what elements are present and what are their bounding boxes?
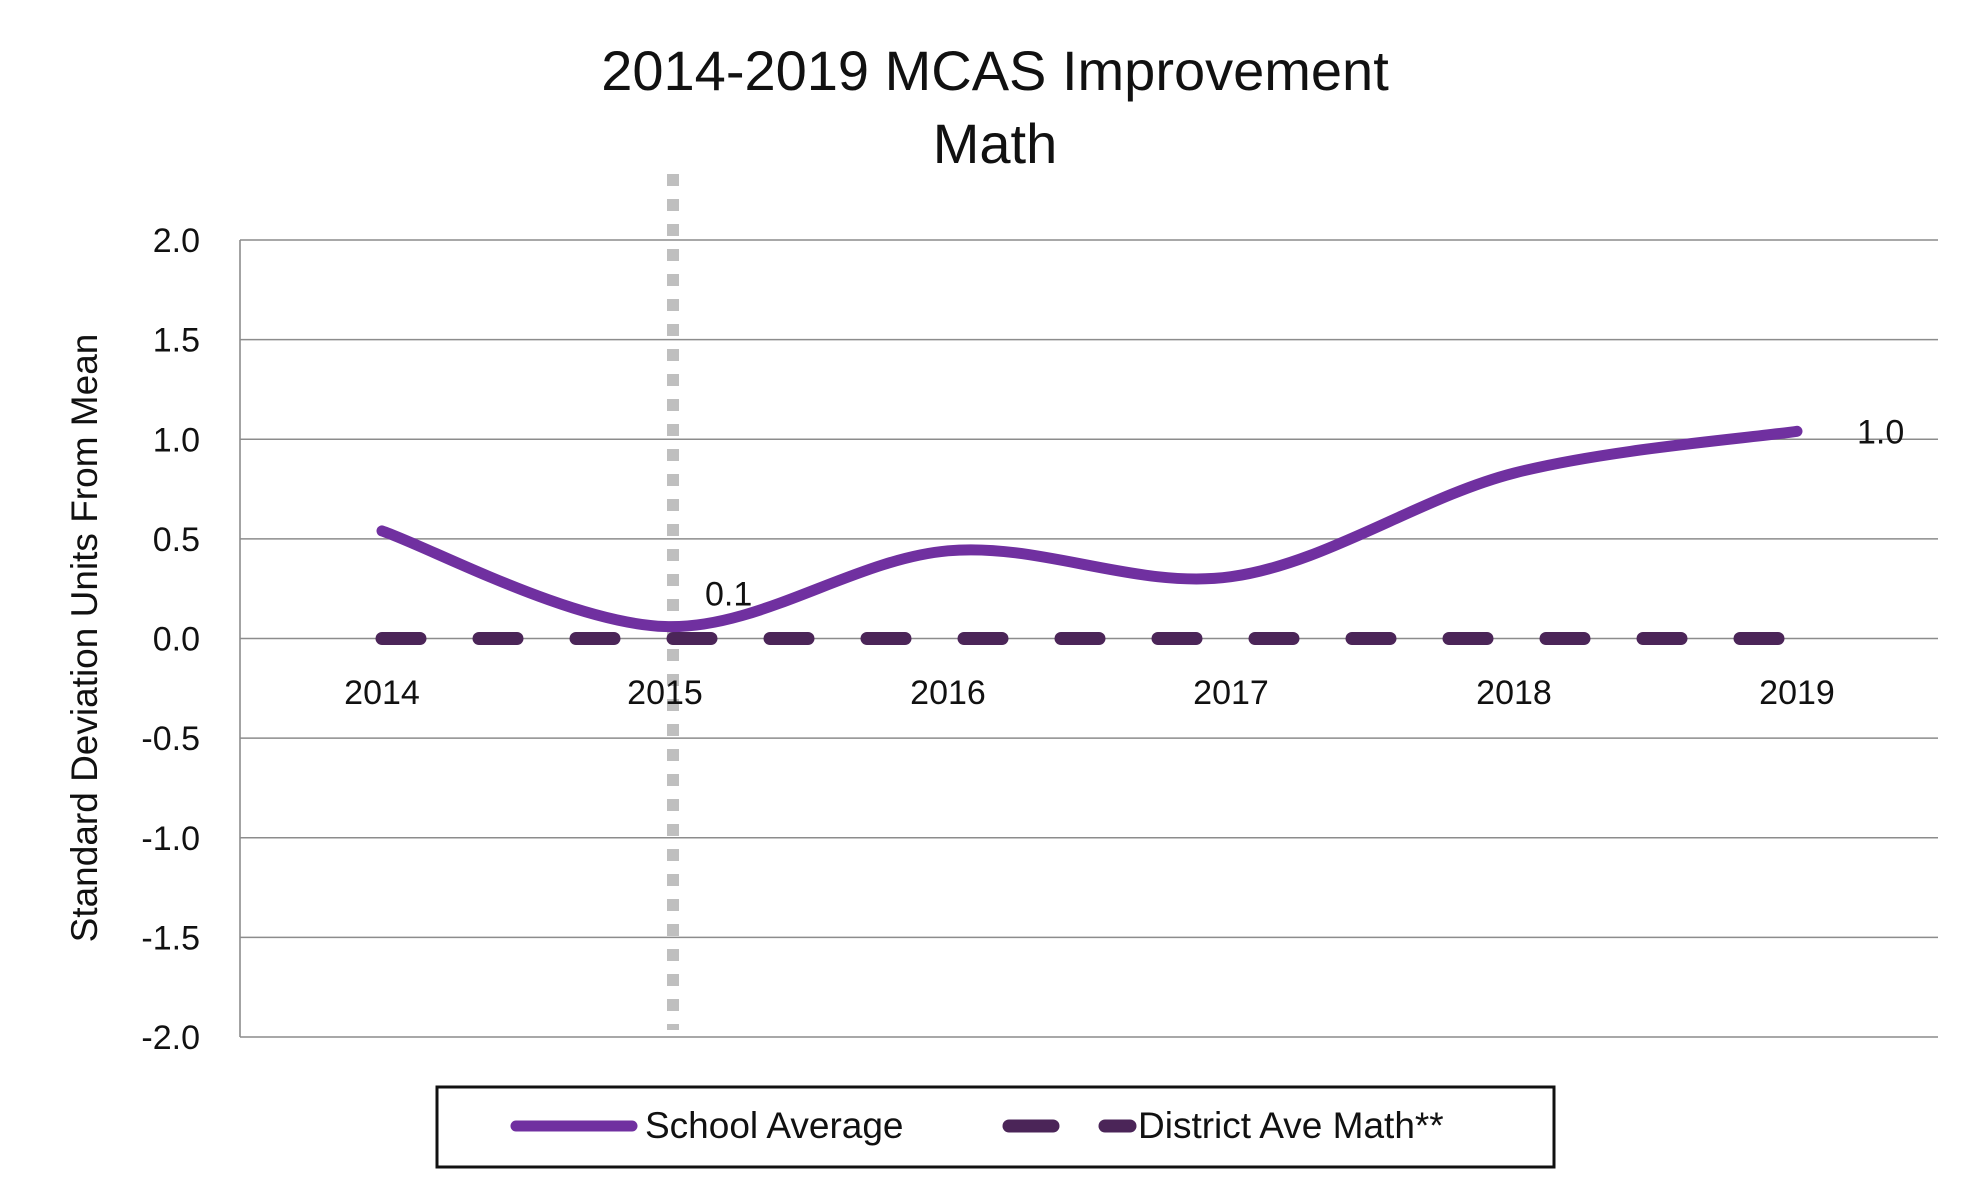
- chart-title-line: Math: [933, 112, 1058, 175]
- x-tick-label: 2017: [1193, 674, 1269, 712]
- chart-title: 2014-2019 MCAS Improvement Math: [601, 39, 1389, 175]
- chart-title-line: 2014-2019 MCAS Improvement: [601, 39, 1389, 102]
- data-label: 0.1: [705, 576, 752, 614]
- x-axis-ticks: 2014 2015 2016 2017 2018 2019: [344, 674, 1835, 712]
- x-tick-label: 2015: [627, 674, 703, 712]
- x-tick-label: 2014: [344, 674, 420, 712]
- legend-label-district-ave-math: District Ave Math**: [1138, 1105, 1444, 1146]
- series-layer: [375, 425, 1804, 645]
- y-axis-title: Standard Deviation Units From Mean: [64, 334, 105, 943]
- y-tick-label: -1.0: [141, 820, 200, 858]
- y-tick-label: 1.0: [153, 421, 200, 459]
- legend: School Average District Ave Math**: [435, 1085, 1556, 1169]
- data-labels: 0.1 1.0: [705, 413, 1904, 613]
- x-tick-label: 2016: [910, 674, 986, 712]
- y-tick-label: 1.5: [153, 322, 200, 360]
- y-tick-label: 0.0: [153, 621, 200, 659]
- x-tick-label: 2018: [1476, 674, 1552, 712]
- y-tick-label: 0.5: [153, 521, 200, 559]
- y-tick-label: -0.5: [141, 720, 200, 758]
- y-axis-ticks: 2.0 1.5 1.0 0.5 0.0 -0.5 -1.0 -1.5 -2.0: [141, 222, 200, 1057]
- series-line-school-average: [376, 425, 1803, 633]
- y-tick-label: -2.0: [141, 1019, 200, 1057]
- y-tick-label: -1.5: [141, 919, 200, 957]
- y-tick-label: 2.0: [153, 222, 200, 260]
- y-axis-title-text: Standard Deviation Units From Mean: [64, 334, 105, 943]
- x-tick-label: 2019: [1759, 674, 1835, 712]
- legend-label-school-average: School Average: [645, 1105, 904, 1146]
- data-label: 1.0: [1857, 413, 1904, 451]
